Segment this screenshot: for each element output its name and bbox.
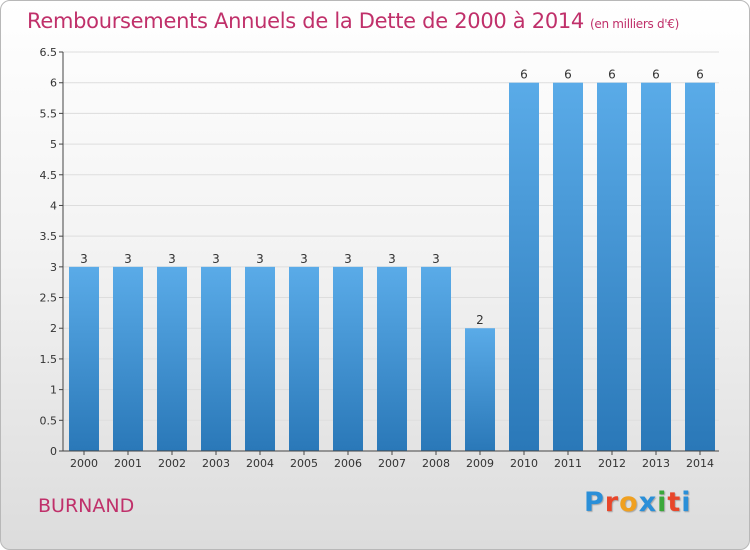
bar-value-label: 6	[696, 68, 704, 82]
bar	[69, 266, 99, 451]
x-tick-label: 2001	[114, 457, 142, 470]
y-tick-label: 1	[50, 384, 57, 397]
y-tick-label: 1.5	[40, 353, 58, 366]
bar	[333, 266, 363, 451]
commune-name: BURNAND	[38, 495, 135, 517]
x-tick-label: 2010	[510, 457, 538, 470]
y-tick-label: 0.5	[40, 414, 58, 427]
x-tick-label: 2000	[70, 457, 98, 470]
bar-value-label: 3	[344, 252, 352, 266]
y-tick-label: 0	[50, 445, 57, 458]
bar	[377, 266, 407, 451]
y-tick-label: 6	[50, 77, 57, 90]
chart-subtitle: (en milliers d'€)	[590, 17, 680, 31]
bar	[421, 266, 451, 451]
x-tick-label: 2004	[246, 457, 274, 470]
axes	[59, 51, 719, 455]
x-tick-label: 2005	[290, 457, 318, 470]
x-tick-label: 2011	[554, 457, 582, 470]
y-tick-label: 3.5	[40, 230, 58, 243]
bar-value-label: 3	[124, 252, 132, 266]
bar-value-label: 6	[564, 68, 572, 82]
logo-letter: i	[657, 487, 668, 518]
logo-letter: i	[681, 487, 692, 518]
logo-letter: r	[604, 487, 620, 518]
bar	[245, 266, 275, 451]
y-tick-label: 5.5	[40, 107, 58, 120]
labels: 0 0.5 1 1.5 2 2.5 3 3.5 4 4.5 5 5.5 6 6.5 2000 3 2001 3 20…	[40, 46, 715, 470]
bar	[157, 266, 187, 451]
x-tick-label: 2013	[642, 457, 670, 470]
logo-letter: o	[619, 487, 639, 518]
x-tick-label: 2006	[334, 457, 362, 470]
bar-value-label: 3	[80, 252, 88, 266]
x-tick-label: 2012	[598, 457, 626, 470]
bar-value-label: 3	[388, 252, 396, 266]
bar-value-label: 2	[476, 313, 484, 327]
bar	[113, 266, 143, 451]
x-tick-label: 2009	[466, 457, 494, 470]
logo-letter: P	[584, 487, 605, 518]
x-tick-label: 2007	[378, 457, 406, 470]
bar-value-label: 3	[300, 252, 308, 266]
bars	[69, 82, 715, 451]
chart-title-text: Remboursements Annuels de la Dette de 20…	[27, 9, 584, 33]
y-tick-label: 6.5	[40, 46, 58, 59]
bar	[509, 82, 539, 451]
y-tick-label: 3	[50, 261, 57, 274]
bar	[201, 266, 231, 451]
bar	[597, 82, 627, 451]
bar	[289, 266, 319, 451]
y-tick-label: 4	[50, 199, 57, 212]
bar-value-label: 3	[168, 252, 176, 266]
bar-value-label: 3	[256, 252, 264, 266]
y-tick-label: 5	[50, 138, 57, 151]
bar-value-label: 6	[652, 68, 660, 82]
y-tick-label: 4.5	[40, 169, 58, 182]
bar-value-label: 3	[212, 252, 220, 266]
proxiti-logo[interactable]: Proxiti	[584, 487, 692, 518]
bar	[685, 82, 715, 451]
bar	[465, 328, 495, 451]
bar-value-label: 3	[432, 252, 440, 266]
x-tick-label: 2008	[422, 457, 450, 470]
logo-letter: x	[638, 487, 658, 518]
x-tick-label: 2003	[202, 457, 230, 470]
x-tick-label: 2002	[158, 457, 186, 470]
chart-title: Remboursements Annuels de la Dette de 20…	[27, 9, 679, 33]
bar	[641, 82, 671, 451]
bar-value-label: 6	[520, 68, 528, 82]
y-tick-label: 2	[50, 322, 57, 335]
bar	[553, 82, 583, 451]
y-tick-label: 2.5	[40, 292, 58, 305]
x-tick-label: 2014	[686, 457, 714, 470]
logo-letter: t	[667, 487, 682, 518]
bar-value-label: 6	[608, 68, 616, 82]
